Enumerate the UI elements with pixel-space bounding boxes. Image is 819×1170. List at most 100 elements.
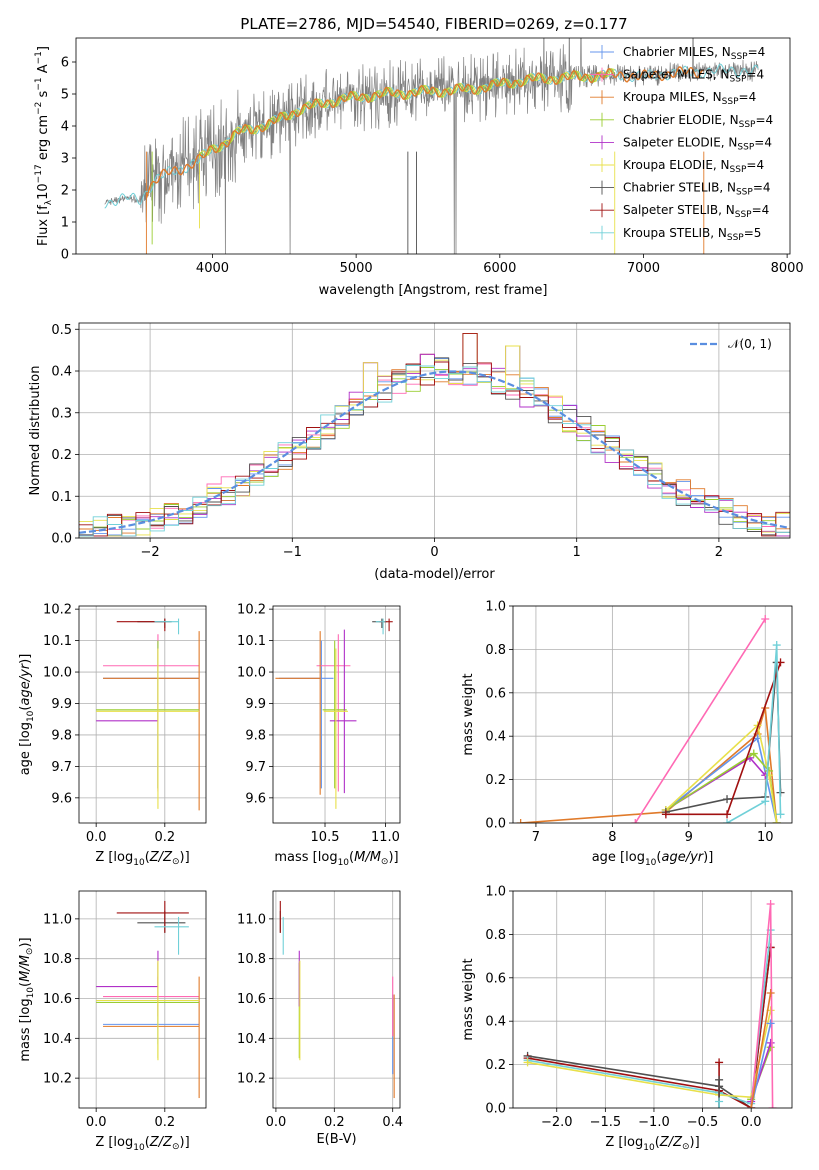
mass-weight-marker (723, 795, 732, 804)
y-tick-label: 0.4 (485, 730, 506, 745)
y-tick-label: 10.0 (237, 666, 266, 681)
y-tick-label: 10.2 (237, 1072, 266, 1087)
y-tick-label: 11.0 (237, 912, 266, 927)
y-tick-label: 10.4 (237, 1032, 266, 1047)
axes-frame (512, 890, 793, 1109)
figure-title: PLATE=2786, MJD=54540, FIBERID=0269, z=0… (240, 15, 627, 33)
x-tick-label: 7 (532, 830, 540, 845)
mass-weight-marker (723, 810, 732, 819)
y-axis-label: Flux [fλ10−17 erg cm−2 s−1 A−1] (34, 46, 54, 246)
y-axis-label: mass weight (461, 673, 476, 755)
mass-weight-marker (715, 1097, 724, 1106)
legend-normal-label: 𝒩(0, 1) (728, 337, 772, 351)
mass-weight-line (527, 947, 772, 1108)
x-tick-label: 10.5 (311, 830, 340, 845)
y-tick-label: 10.2 (43, 1072, 72, 1087)
y-tick-label: 0.2 (485, 1058, 506, 1073)
mass-weight-marker (766, 900, 775, 909)
y-tick-label: 0.0 (51, 532, 72, 547)
y-tick-label: 1.0 (485, 885, 506, 900)
mass-weight-line (750, 992, 772, 1108)
legend-label: Kroupa MILES, NSSP=4 (623, 90, 756, 107)
errorbar-point (116, 900, 189, 933)
mass-weight-line (750, 1023, 772, 1108)
x-axis-label: Z [log10(Z/Z⊙)] (605, 1135, 699, 1153)
y-tick-label: 10.1 (43, 634, 72, 649)
panel-mass_vs_age: 10.5 11.0 9.6 9.7 9.8 9.9 10.0 10.1 10.2 mass [lo… (237, 603, 401, 868)
y-tick-label: 10.6 (237, 992, 266, 1007)
mass-weight-marker (761, 797, 770, 806)
panel-spectrum: 4000 5000 6000 7000 8000 0 1 2 3 4 5 6 wavelength [A… (34, 37, 804, 298)
y-tick-label: 0.6 (485, 971, 506, 986)
x-tick-label: −1.5 (590, 1115, 622, 1130)
axes-frame (512, 605, 793, 824)
mass-weight-marker (776, 810, 785, 819)
legend-label: Kroupa STELIB, NSSP=5 (623, 226, 761, 243)
mass-weight-marker (715, 1058, 724, 1067)
legend: Chabrier MILES, NSSP=4 Salpeter MILES, NS… (590, 45, 773, 243)
x-axis-label: Z [log10(Z/Z⊙)] (95, 850, 189, 868)
mass-weight-marker (766, 988, 775, 997)
mass-weight-line (634, 618, 766, 823)
x-tick-label: −1.0 (638, 1115, 670, 1130)
y-tick-label: 0.8 (485, 643, 506, 658)
mass-weight-marker (766, 1038, 775, 1047)
axes-frame (78, 322, 791, 539)
x-tick-label: −2 (141, 545, 160, 560)
errorbar-point (275, 631, 321, 795)
legend-label: Chabrier ELODIE, NSSP=4 (623, 113, 773, 130)
y-tick-label: 0.0 (485, 817, 506, 832)
panel-age_mass_weight: 7 8 9 10 0.0 0.2 0.4 0.6 0.8 1.0 age [log10(age/yr… (461, 600, 793, 868)
legend-label: Kroupa ELODIE, NSSP=4 (623, 158, 764, 175)
mass-weight-marker (761, 615, 770, 624)
mass-weight-marker (661, 810, 670, 819)
plot-area (279, 900, 395, 1099)
y-tick-label: 10.2 (237, 603, 266, 618)
y-tick-label: 9.9 (51, 697, 72, 712)
y-tick-label: 0.0 (485, 1102, 506, 1117)
y-tick-label: 0 (61, 248, 69, 263)
mass-weight-marker (516, 819, 525, 823)
legend-label: Salpeter MILES, NSSP=4 (623, 68, 764, 85)
y-tick-label: 6 (61, 56, 69, 71)
axes-frame (272, 605, 401, 824)
y-tick-label: 9.7 (245, 760, 266, 775)
mass-weight-line (726, 645, 782, 823)
y-tick-label: 5 (61, 88, 69, 103)
errorbar-point (103, 631, 200, 811)
errorbar-point (375, 618, 386, 635)
y-tick-label: 9.8 (245, 728, 266, 743)
y-tick-label: 11.0 (43, 912, 72, 927)
x-tick-label: 0.0 (86, 830, 107, 845)
x-axis-label: (data-model)/error (374, 567, 495, 582)
x-tick-label: 0 (430, 545, 438, 560)
errorbar-point (154, 618, 180, 635)
y-tick-label: 9.9 (245, 697, 266, 712)
y-tick-label: 10.1 (237, 634, 266, 649)
axes-frame (78, 605, 207, 824)
y-tick-label: 0.4 (51, 365, 72, 380)
mass-weight-marker (631, 819, 640, 823)
mass-weight-marker (747, 1104, 756, 1108)
normal-curve (79, 370, 790, 534)
y-tick-label: 0.5 (51, 323, 72, 338)
x-tick-label: −2.0 (541, 1115, 573, 1130)
y-tick-label: 0.6 (485, 686, 506, 701)
y-tick-label: 0.2 (485, 773, 506, 788)
x-tick-label: 11.0 (371, 830, 400, 845)
plot-area (96, 618, 200, 811)
y-axis-label: age [log10(age/yr)] (18, 654, 36, 776)
y-tick-label: 10.8 (237, 952, 266, 967)
mass-weight-marker (523, 1058, 532, 1067)
plot-area (104, 38, 759, 254)
mass-weight-line (527, 930, 772, 1105)
axes-frame (75, 37, 791, 255)
x-axis-label: wavelength [Angstrom, rest frame] (319, 283, 548, 298)
y-tick-label: 3 (61, 152, 69, 167)
legend-label: Chabrier STELIB, NSSP=4 (623, 181, 771, 198)
x-tick-label: 8 (608, 830, 616, 845)
y-tick-label: 10.8 (43, 952, 72, 967)
mass-weight-marker (723, 819, 732, 823)
mass-weight-marker (766, 1019, 775, 1028)
